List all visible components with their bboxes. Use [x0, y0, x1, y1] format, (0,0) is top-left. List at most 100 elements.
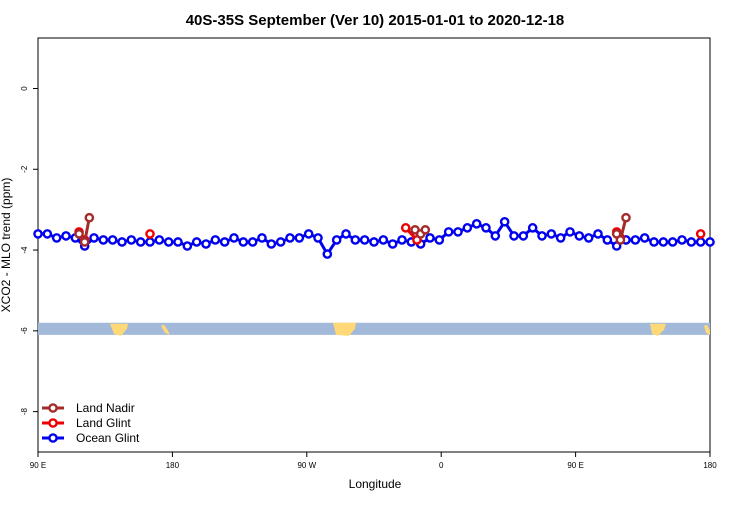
series-layer — [33, 212, 715, 259]
x-tick-label: 180 — [166, 461, 180, 470]
ocean-glint-point — [201, 239, 211, 249]
ocean-band — [38, 322, 710, 335]
land-glint-point — [695, 229, 706, 239]
ocean-glint-point — [51, 233, 62, 243]
ocean-glint-point — [219, 237, 230, 247]
ocean-glint-point — [322, 249, 333, 259]
ocean-glint-point — [705, 237, 715, 247]
ocean-glint-point — [565, 227, 575, 237]
land-nadir-point — [74, 229, 84, 239]
ocean-glint-point — [518, 231, 529, 241]
x-tick-label: 90 W — [297, 461, 316, 470]
ocean-glint-point — [602, 235, 613, 245]
land-patch — [110, 323, 128, 336]
legend-marker-ocean-glint — [48, 433, 58, 443]
y-tick-label: 0 — [20, 86, 29, 91]
ocean-glint-point — [154, 235, 165, 245]
ocean-glint-point — [117, 237, 127, 247]
land-glint-point — [400, 223, 411, 233]
ocean-glint-point — [378, 235, 389, 245]
ocean-glint-point — [658, 237, 669, 247]
x-tick-label: 0 — [439, 461, 444, 470]
legend-label-land-glint: Land Glint — [76, 416, 131, 430]
ocean-glint-point — [499, 216, 510, 227]
ocean-glint-point — [266, 239, 277, 249]
ocean-glint-point — [275, 237, 286, 247]
land-nadir-point — [420, 225, 431, 235]
chart-title: 40S-35S September (Ver 10) 2015-01-01 to… — [186, 12, 565, 29]
ocean-glint-point — [481, 223, 491, 233]
ocean-glint-point — [191, 237, 202, 247]
ocean-glint-point — [135, 237, 146, 247]
ocean-glint-point — [574, 231, 585, 241]
y-axis-label: XCO2 - MLO trend (ppm) — [0, 178, 13, 313]
ocean-glint-point — [443, 227, 454, 237]
ocean-glint-point — [434, 235, 445, 245]
y-tick-label: -2 — [20, 165, 29, 173]
ocean-glint-point — [593, 229, 603, 239]
ocean-glint-point — [313, 233, 323, 243]
land-nadir-point — [84, 212, 95, 223]
ocean-glint-point — [42, 229, 53, 239]
land-patch — [650, 323, 666, 336]
x-tick-label: 180 — [703, 461, 717, 470]
ocean-glint-point — [341, 229, 351, 239]
ocean-glint-point — [537, 231, 547, 241]
x-tick-label: 90 E — [30, 461, 46, 470]
ocean-glint-point — [210, 235, 221, 245]
ocean-glint-point — [369, 237, 379, 247]
ocean-glint-point — [490, 231, 501, 241]
ocean-glint-point — [98, 235, 109, 245]
ocean-glint-point — [33, 229, 43, 239]
ocean-glint-point — [257, 233, 267, 243]
ocean-glint-point — [630, 235, 641, 245]
y-tick-label: -8 — [20, 408, 29, 416]
ocean-glint-point — [238, 237, 249, 247]
ocean-glint-point — [173, 237, 183, 247]
ocean-glint-point — [695, 237, 706, 247]
ocean-glint-point — [229, 233, 239, 243]
ocean-glint-point — [247, 237, 258, 247]
y-tick-label: -4 — [20, 246, 29, 254]
ocean-glint-point — [285, 233, 295, 243]
ocean-glint-point — [546, 229, 557, 239]
ocean-glint-point — [639, 233, 650, 243]
land-nadir-point — [621, 212, 631, 223]
ocean-glint-point — [294, 233, 305, 243]
legend-label-land-nadir: Land Nadir — [76, 401, 135, 415]
ocean-glint-point — [107, 235, 118, 245]
ocean-glint-point — [686, 237, 697, 247]
ocean-glint-point — [462, 223, 473, 233]
ocean-glint-point — [677, 235, 687, 245]
ocean-glint-point — [89, 233, 99, 243]
ocean-glint-point — [303, 229, 314, 239]
ocean-glint-point — [163, 237, 174, 247]
ocean-glint-point — [555, 233, 566, 243]
ocean-glint-point — [182, 241, 193, 251]
ocean-glint-point — [667, 237, 678, 247]
x-axis-label: Longitude — [349, 477, 402, 491]
land-patch — [161, 324, 170, 335]
land-patch — [333, 322, 356, 336]
ocean-glint-point — [471, 218, 482, 229]
ocean-glint-point — [509, 231, 519, 241]
legend-marker-land-glint — [48, 418, 58, 428]
ocean-glint-point — [649, 237, 659, 247]
ocean-glint-point — [350, 235, 361, 245]
ocean-glint-point — [331, 235, 342, 245]
land-glint-point — [145, 229, 155, 239]
legend-marker-land-nadir — [48, 403, 58, 413]
ocean-glint-point — [387, 239, 398, 249]
ocean-glint-point — [145, 237, 155, 247]
land-patch — [704, 324, 710, 335]
ocean-glint-point — [453, 227, 463, 237]
ocean-glint-point — [359, 235, 370, 245]
y-axis: 0 -2 -4 -6 -8 — [20, 86, 38, 415]
ocean-glint-point — [61, 231, 71, 241]
land-nadir-point — [615, 235, 626, 245]
ocean-glint-point — [397, 235, 407, 245]
legend-label-ocean-glint: Ocean Glint — [76, 431, 140, 445]
y-tick-label: -6 — [20, 327, 29, 335]
